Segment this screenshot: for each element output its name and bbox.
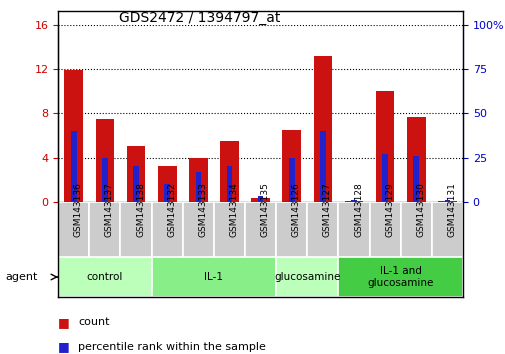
Bar xyxy=(437,201,456,202)
Bar xyxy=(164,184,170,202)
Bar xyxy=(89,202,120,257)
Bar xyxy=(195,172,200,202)
Text: ■: ■ xyxy=(58,341,70,353)
Text: agent: agent xyxy=(5,272,37,282)
Bar xyxy=(64,70,83,202)
Bar xyxy=(58,257,152,297)
Bar xyxy=(375,91,394,202)
Bar xyxy=(288,158,294,202)
Bar xyxy=(257,196,263,202)
Bar xyxy=(282,130,300,202)
Text: GDS2472 / 1394797_at: GDS2472 / 1394797_at xyxy=(119,11,280,25)
Text: GSM143131: GSM143131 xyxy=(446,183,456,238)
Text: control: control xyxy=(86,272,123,282)
Text: GSM143137: GSM143137 xyxy=(105,183,114,238)
Bar xyxy=(220,141,238,202)
Bar xyxy=(71,131,76,202)
Text: GSM143133: GSM143133 xyxy=(198,183,207,238)
Bar xyxy=(338,202,369,257)
Text: GSM143128: GSM143128 xyxy=(354,183,362,238)
Bar xyxy=(214,202,244,257)
Text: IL-1: IL-1 xyxy=(204,272,223,282)
Bar xyxy=(152,202,182,257)
Text: GSM143135: GSM143135 xyxy=(260,183,269,238)
Bar xyxy=(58,202,89,257)
Bar xyxy=(350,200,356,202)
Bar xyxy=(369,202,400,257)
Text: ■: ■ xyxy=(58,316,70,329)
Text: GSM143132: GSM143132 xyxy=(167,183,176,238)
Bar xyxy=(188,158,207,202)
Bar xyxy=(226,166,232,202)
Bar xyxy=(251,199,269,202)
Bar xyxy=(158,166,176,202)
Bar xyxy=(120,202,152,257)
Bar xyxy=(276,202,307,257)
Bar xyxy=(152,257,276,297)
Bar xyxy=(406,116,425,202)
Bar xyxy=(276,257,338,297)
Bar xyxy=(244,202,276,257)
Bar xyxy=(344,201,363,202)
Bar xyxy=(182,202,214,257)
Text: GSM143130: GSM143130 xyxy=(416,183,424,238)
Bar xyxy=(133,166,138,202)
Text: GSM143138: GSM143138 xyxy=(136,183,145,238)
Bar xyxy=(400,202,431,257)
Bar xyxy=(338,257,462,297)
Text: GSM143127: GSM143127 xyxy=(322,183,331,238)
Text: percentile rank within the sample: percentile rank within the sample xyxy=(78,342,266,352)
Text: GSM143126: GSM143126 xyxy=(291,183,300,238)
Text: GSM143129: GSM143129 xyxy=(384,183,393,238)
Bar xyxy=(444,200,449,202)
Bar xyxy=(431,202,462,257)
Bar xyxy=(102,158,108,202)
Bar xyxy=(382,154,387,202)
Bar xyxy=(95,119,114,202)
Text: glucosamine: glucosamine xyxy=(274,272,340,282)
Bar xyxy=(313,56,332,202)
Bar xyxy=(307,202,338,257)
Bar xyxy=(413,156,418,202)
Text: IL-1 and
glucosamine: IL-1 and glucosamine xyxy=(367,266,433,288)
Text: GSM143134: GSM143134 xyxy=(229,183,238,238)
Bar xyxy=(320,131,325,202)
Text: count: count xyxy=(78,317,110,327)
Bar xyxy=(126,147,145,202)
Text: GSM143136: GSM143136 xyxy=(74,183,83,238)
